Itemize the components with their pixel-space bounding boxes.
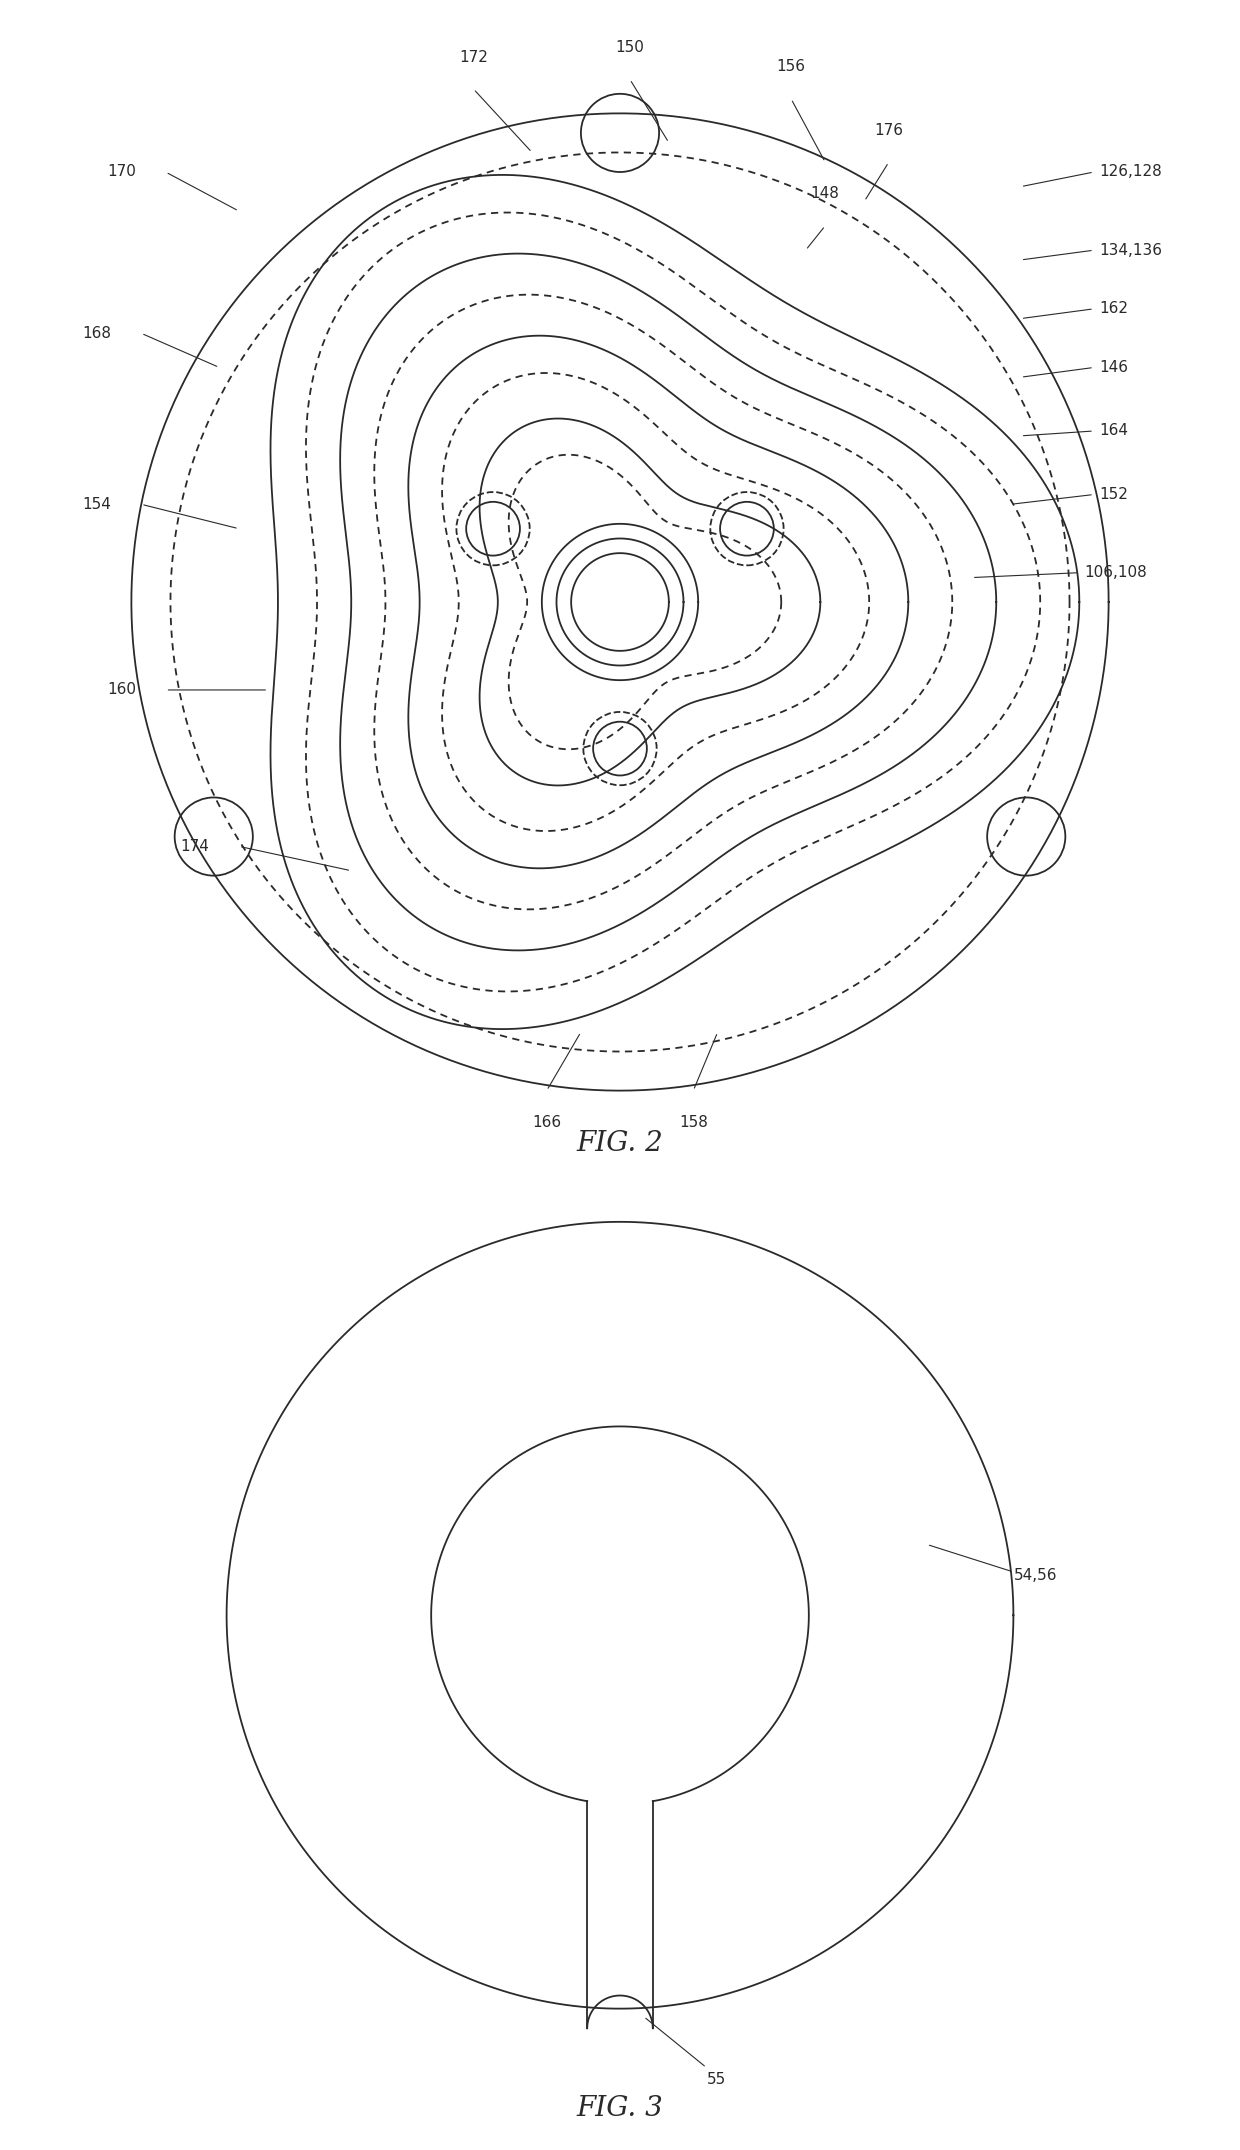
Text: 154: 154 — [83, 497, 112, 512]
Text: 148: 148 — [811, 187, 839, 202]
Text: 160: 160 — [107, 682, 136, 697]
Text: 146: 146 — [1099, 359, 1128, 374]
Text: 176: 176 — [874, 123, 903, 138]
Text: 168: 168 — [83, 327, 112, 340]
Text: 164: 164 — [1099, 424, 1128, 439]
Text: 134,136: 134,136 — [1099, 243, 1162, 258]
Text: 162: 162 — [1099, 301, 1128, 316]
Text: 54,56: 54,56 — [1013, 1567, 1056, 1582]
Text: 156: 156 — [776, 60, 806, 75]
Text: 126,128: 126,128 — [1099, 166, 1162, 178]
Text: 106,108: 106,108 — [1084, 565, 1147, 581]
Text: FIG. 2: FIG. 2 — [577, 1129, 663, 1157]
Text: FIG. 3: FIG. 3 — [577, 2096, 663, 2122]
Text: 166: 166 — [532, 1116, 562, 1131]
Text: 152: 152 — [1099, 488, 1127, 501]
Text: 172: 172 — [459, 49, 487, 64]
Text: 55: 55 — [707, 2073, 725, 2088]
Text: 158: 158 — [678, 1116, 708, 1131]
Text: 170: 170 — [107, 166, 136, 178]
Text: 174: 174 — [180, 838, 210, 854]
Text: 150: 150 — [615, 39, 645, 54]
